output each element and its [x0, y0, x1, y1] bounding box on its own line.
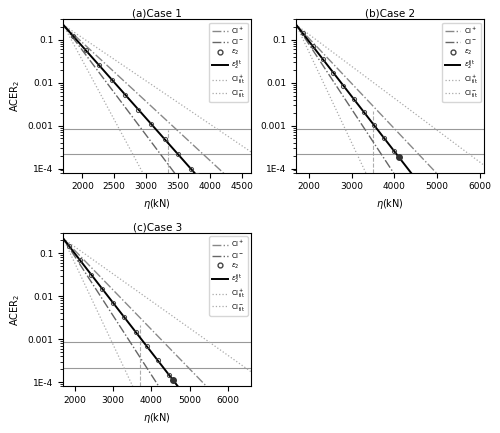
X-axis label: $\eta$(kN): $\eta$(kN) [144, 410, 171, 425]
Y-axis label: ACER$_2$: ACER$_2$ [8, 80, 22, 112]
Legend: CI$^+$, CI$^-$, $\varepsilon_2$, $\varepsilon_2^{\rm fit}$, CI$^+_{\rm fit}$, CI: CI$^+$, CI$^-$, $\varepsilon_2$, $\varep… [442, 23, 480, 102]
Title: (c)Case 3: (c)Case 3 [132, 222, 182, 232]
Legend: CI$^+$, CI$^-$, $\varepsilon_2$, $\varepsilon_2^{\rm fit}$, CI$^+_{\rm fit}$, CI: CI$^+$, CI$^-$, $\varepsilon_2$, $\varep… [210, 23, 248, 102]
X-axis label: $\eta$(kN): $\eta$(kN) [144, 197, 171, 211]
Title: (b)Case 2: (b)Case 2 [365, 8, 416, 18]
Y-axis label: ACER$_2$: ACER$_2$ [8, 294, 22, 326]
Title: (a)Case 1: (a)Case 1 [132, 8, 182, 18]
Legend: CI$^+$, CI$^-$, $\varepsilon_2$, $\varepsilon_2^{\rm fit}$, CI$^+_{\rm fit}$, CI: CI$^+$, CI$^-$, $\varepsilon_2$, $\varep… [210, 236, 248, 316]
X-axis label: $\eta$(kN): $\eta$(kN) [376, 197, 404, 211]
